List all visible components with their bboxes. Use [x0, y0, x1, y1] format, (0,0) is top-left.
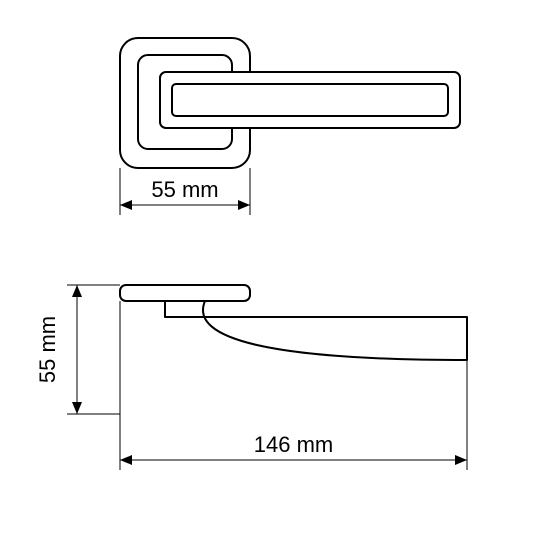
dimension-top-width: 55 mm [120, 168, 250, 215]
lever-outer [160, 72, 460, 128]
arrow-down-icon [72, 402, 82, 414]
dimension-left-height: 55 mm [35, 285, 120, 414]
lever-side [165, 301, 467, 360]
technical-drawing: 55 mm 55 mm 146 mm [0, 0, 551, 551]
arrow-right-icon [238, 200, 250, 210]
arrow-up-icon [72, 285, 82, 297]
side-view [120, 285, 467, 360]
dimension-bottom-length: 146 mm [120, 301, 467, 470]
dim-label-top: 55 mm [151, 177, 218, 202]
rose-side [120, 285, 250, 301]
dim-label-left: 55 mm [35, 316, 60, 383]
arrow-right-icon [455, 455, 467, 465]
arrow-left-icon [120, 200, 132, 210]
arrow-left-icon [120, 455, 132, 465]
top-view [120, 38, 460, 168]
dim-label-bottom: 146 mm [254, 432, 333, 457]
